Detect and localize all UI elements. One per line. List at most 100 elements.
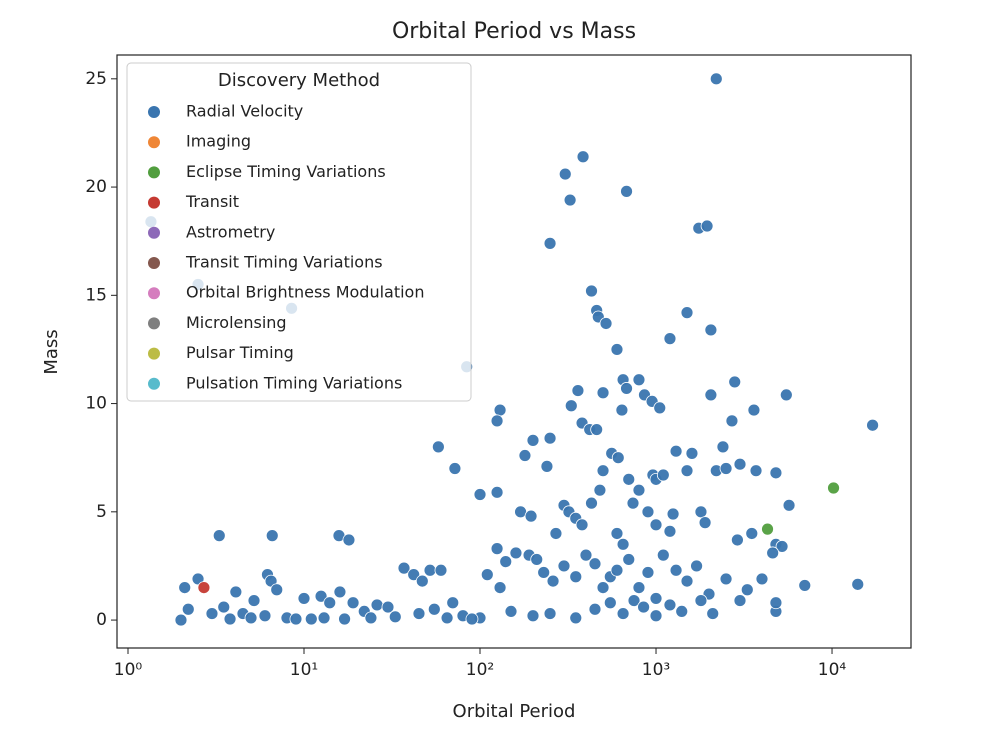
point (579, 548, 593, 562)
point (490, 542, 504, 556)
legend-title: Discovery Method (218, 70, 380, 91)
point (755, 572, 769, 586)
point (440, 611, 454, 625)
point (641, 566, 655, 579)
point (779, 388, 793, 402)
point (599, 317, 613, 330)
point (323, 596, 337, 610)
point (314, 589, 328, 603)
point (575, 518, 589, 532)
point (866, 418, 879, 432)
point (338, 612, 351, 626)
legend-label: Radial Velocity (186, 102, 303, 121)
point (493, 403, 507, 417)
point (769, 466, 783, 480)
point (431, 440, 445, 454)
point (632, 483, 646, 497)
legend-marker (148, 317, 160, 330)
x-axis-label: Orbital Period (453, 701, 576, 722)
point (526, 609, 540, 623)
point (289, 612, 303, 626)
y-tick-label: 0 (96, 610, 107, 630)
point (725, 414, 739, 428)
point (663, 524, 677, 538)
point (769, 596, 783, 610)
point (247, 594, 261, 607)
point (694, 594, 708, 607)
point (304, 612, 318, 626)
point (700, 219, 714, 233)
point (798, 579, 812, 592)
point (616, 537, 630, 551)
point (704, 323, 718, 337)
point (205, 607, 219, 620)
point (381, 600, 395, 614)
point (434, 563, 448, 577)
legend-marker (148, 196, 160, 209)
point (564, 399, 578, 413)
point (596, 581, 610, 594)
legend: Discovery Method Radial Velocity Imaging Ec… (126, 62, 472, 402)
point (588, 602, 602, 616)
y-tick-label: 25 (85, 69, 107, 89)
point (694, 505, 708, 519)
x-tick-label: 10² (466, 660, 494, 680)
point (446, 596, 460, 610)
point (465, 612, 479, 626)
point (680, 574, 694, 588)
point (745, 527, 759, 540)
legend-label: Microlensing (186, 313, 287, 332)
point (666, 507, 680, 521)
point (388, 610, 402, 624)
legend-label: Transit (185, 192, 239, 211)
point (680, 306, 694, 320)
point (656, 468, 670, 482)
point (731, 533, 744, 547)
legend-label: Orbital Brightness Modulation (186, 283, 424, 302)
legend-marker (148, 377, 160, 390)
point (537, 566, 551, 579)
point (596, 386, 610, 400)
point (616, 607, 630, 620)
point (415, 574, 429, 588)
point (480, 568, 494, 582)
point (656, 548, 670, 562)
point (504, 605, 518, 618)
point (217, 600, 231, 614)
point (346, 596, 360, 610)
point (610, 563, 624, 577)
point (611, 451, 625, 465)
point (212, 529, 226, 543)
legend-label: Pulsation Timing Variations (186, 373, 402, 392)
point (448, 462, 462, 475)
point (178, 581, 192, 594)
point (620, 184, 633, 198)
point (669, 563, 683, 577)
point (518, 449, 532, 462)
point (603, 596, 617, 610)
point (775, 540, 789, 553)
point (627, 594, 641, 607)
point (557, 559, 571, 573)
point (258, 609, 272, 623)
point (632, 581, 646, 594)
point (719, 572, 733, 586)
point (563, 193, 577, 207)
point (543, 236, 557, 250)
point (364, 611, 378, 625)
point (728, 375, 742, 389)
point (181, 602, 195, 616)
point (524, 509, 538, 523)
point (543, 431, 557, 445)
point (690, 559, 703, 573)
x-tick-label: 10⁰ (114, 660, 143, 680)
legend-marker (148, 257, 160, 269)
point (229, 585, 243, 599)
point (733, 457, 747, 471)
x-tick-label: 10¹ (290, 660, 318, 680)
point (733, 594, 747, 607)
point (622, 472, 636, 486)
point (719, 462, 733, 475)
legend-label: Transit Timing Variations (185, 253, 383, 272)
